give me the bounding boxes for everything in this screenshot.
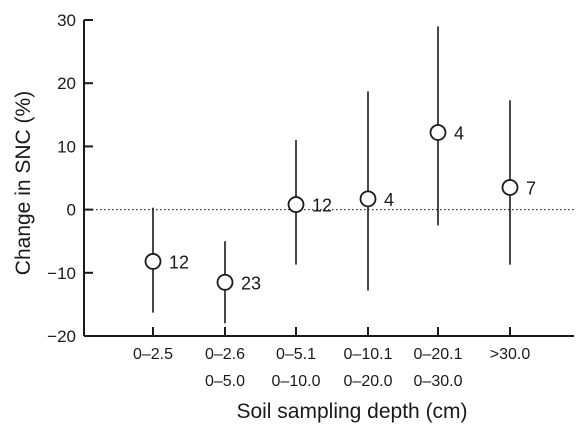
sample-size-label: 23 xyxy=(241,273,261,293)
data-point-group: 4 xyxy=(429,26,464,226)
data-point xyxy=(359,190,377,208)
x-tick-label-second-line: 0–30.0 xyxy=(414,373,463,390)
x-ticks: 0–2.5 0–2.6 0–5.0 0–5.1 0–10.0 0–10.1 0–20.0 0–… xyxy=(133,327,530,390)
data-point-group: 12 xyxy=(287,140,332,265)
data-point xyxy=(287,196,305,213)
data-point xyxy=(216,273,234,291)
data-point-group: 23 xyxy=(216,241,261,324)
y-tick-label: 20 xyxy=(57,74,76,93)
y-axis-title: Change in SNC (%) xyxy=(12,91,35,275)
data-point-group: 7 xyxy=(501,100,536,265)
data-point xyxy=(144,253,162,270)
data-points: 12 23 12 4 4 7 xyxy=(144,26,536,324)
x-tick-label-second-line: 0–20.0 xyxy=(344,373,393,390)
y-tick-label: 30 xyxy=(57,11,76,30)
x-tick-label: 0–10.1 xyxy=(344,346,393,363)
x-tick-label-second-line: 0–5.0 xyxy=(205,373,245,390)
x-tick-label: 0–20.1 xyxy=(414,346,463,363)
data-point-group: 12 xyxy=(144,207,189,313)
y-tick-label: −20 xyxy=(47,327,76,346)
sample-size-label: 12 xyxy=(169,252,189,272)
sample-size-label: 4 xyxy=(384,190,394,210)
axes xyxy=(83,20,574,337)
data-point-group: 4 xyxy=(359,91,394,291)
y-ticks: −20 −10 0 10 20 30 xyxy=(47,11,93,346)
sample-size-label: 12 xyxy=(312,196,332,216)
y-tick-label: 0 xyxy=(67,201,76,220)
x-tick-label: 0–2.6 xyxy=(205,346,245,363)
y-tick-label: 10 xyxy=(57,137,76,156)
x-tick-label: 0–2.5 xyxy=(133,346,173,363)
y-tick-label: −10 xyxy=(47,264,76,283)
x-axis-title: Soil sampling depth (cm) xyxy=(236,400,467,423)
x-tick-label-second-line: 0–10.0 xyxy=(272,373,321,390)
x-tick-label: 0–5.1 xyxy=(276,346,316,363)
x-tick-label: >30.0 xyxy=(490,346,531,363)
data-point xyxy=(501,179,519,196)
sample-size-label: 7 xyxy=(526,178,536,198)
sample-size-label: 4 xyxy=(454,123,464,143)
data-point xyxy=(429,124,447,141)
